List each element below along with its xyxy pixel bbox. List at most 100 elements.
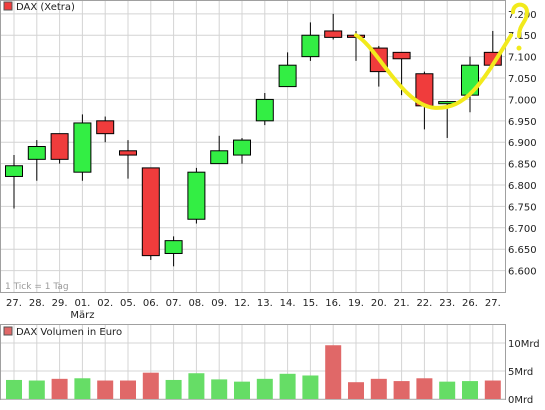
volume-bar: [120, 380, 136, 399]
volume-bar: [302, 375, 319, 399]
candlestick: [324, 13, 343, 40]
candlestick: [141, 167, 160, 260]
price-y-tick-label: 6.700: [508, 224, 537, 235]
candle-body-up: [73, 122, 92, 173]
price-y-tick-label: 6.800: [508, 181, 537, 192]
price-y-tick-label: 7.000: [508, 95, 537, 106]
candlestick: [119, 140, 137, 179]
volume-bar: [28, 380, 45, 399]
volume-bar: [74, 378, 91, 399]
annotation-curve: [354, 33, 514, 110]
candle-body-down: [119, 150, 137, 156]
price-y-tick-label: 6.750: [508, 202, 537, 213]
candlestick: [187, 167, 206, 224]
candlestick: [96, 116, 115, 143]
volume-y-axis: 0Mrd 5Mrd 10Mrd: [508, 339, 540, 406]
candle-body-up: [210, 150, 229, 165]
candlestick: [210, 135, 229, 165]
candle-body-down: [96, 120, 115, 135]
candle-body-up: [233, 139, 251, 156]
x-tick-label: 15.: [302, 298, 318, 309]
x-tick-label: 23.: [439, 298, 455, 309]
price-y-tick-label: 7.200: [508, 10, 537, 21]
x-tick-label: 19.: [348, 298, 364, 309]
x-axis: 27. 28. 29. 01. 02. 05. 06. 07. 08. 09. 12. 13. 14. 1…: [6, 298, 501, 309]
annotation-question-mark: [511, 2, 530, 39]
x-tick-label: 22.: [416, 298, 432, 309]
volume-bar: [6, 379, 22, 399]
x-tick-label: 07.: [166, 298, 182, 309]
volume-bar: [484, 380, 501, 399]
volume-legend-label: DAX Volumen in Euro: [16, 327, 122, 338]
candle-body-down: [324, 30, 343, 38]
price-legend-label: DAX (Xetra): [16, 2, 75, 13]
price-y-tick-label: 6.950: [508, 117, 537, 128]
volume-y-tick-label: 0Mrd: [508, 395, 533, 406]
candle-body-down: [50, 133, 69, 160]
x-tick-label: 16.: [325, 298, 341, 309]
annotation-question-dot: [516, 45, 522, 51]
candlestick: [233, 137, 251, 164]
yellow-annotation-scribble: [354, 2, 530, 110]
volume-bar: [370, 378, 387, 399]
volume-bar: [348, 382, 364, 399]
candlestick: [301, 22, 320, 61]
volume-bar: [211, 379, 228, 399]
x-tick-label: 08.: [188, 298, 204, 309]
price-y-tick-label: 7.100: [508, 53, 537, 64]
x-tick-label: 29.: [52, 298, 68, 309]
price-y-tick-label: 6.850: [508, 160, 537, 171]
x-tick-label: 28.: [29, 298, 45, 309]
volume-bar: [165, 379, 182, 399]
price-y-tick-label: 6.650: [508, 245, 537, 256]
x-tick-label: 21.: [394, 298, 410, 309]
candle-body-up: [27, 146, 46, 160]
candle-body-down: [141, 167, 160, 257]
candlestick-series: [5, 13, 502, 267]
volume-bar: [142, 372, 159, 399]
volume-bar: [439, 381, 456, 399]
candlestick: [278, 52, 297, 88]
volume-bar: [234, 381, 250, 399]
volume-y-tick-label: 10Mrd: [508, 339, 540, 350]
price-y-tick-label: 7.150: [508, 31, 537, 42]
price-y-tick-label: 6.900: [508, 138, 537, 149]
volume-panel: 0Mrd 5Mrd 10Mrd DAX Volumen in Euro: [0, 324, 540, 406]
candle-body-down: [392, 51, 411, 60]
tick-footnote: 1 Tick = 1 Tag: [5, 282, 69, 292]
volume-bar: [97, 380, 114, 399]
candlestick: [27, 140, 46, 181]
x-tick-label: 06.: [143, 298, 159, 309]
x-tick-label: 01.: [74, 298, 90, 309]
volume-bar: [279, 373, 296, 399]
price-y-axis: 6.600 6.650 6.700 6.750 6.800 6.850 6.900 6.950…: [508, 10, 537, 278]
volume-bar: [416, 378, 433, 399]
x-tick-label: 27.: [485, 298, 501, 309]
x-tick-label: 13.: [257, 298, 273, 309]
price-y-tick-label: 7.050: [508, 74, 537, 85]
candle-body-up: [278, 64, 297, 88]
volume-legend: DAX Volumen in Euro: [3, 326, 122, 338]
x-tick-label: 12.: [234, 298, 250, 309]
candle-body-up: [301, 34, 320, 58]
volume-bar-series: [6, 345, 501, 399]
month-label: März: [70, 310, 94, 321]
candle-body-up: [164, 240, 183, 254]
x-tick-label: 14.: [280, 298, 296, 309]
price-legend: DAX (Xetra): [3, 1, 75, 13]
volume-bar: [188, 373, 205, 399]
volume-bar: [393, 381, 410, 399]
volume-bar: [256, 378, 273, 399]
price-panel: 6.600 6.650 6.700 6.750 6.800 6.850 6.900 6.950…: [0, 0, 537, 293]
candlestick: [5, 155, 23, 209]
price-y-tick-label: 6.600: [508, 267, 537, 278]
candlestick: [73, 114, 92, 181]
volume-bar: [462, 381, 478, 399]
volume-y-tick-label: 5Mrd: [508, 367, 533, 378]
candlestick: [415, 71, 434, 130]
x-tick-label: 02.: [97, 298, 113, 309]
x-tick-label: 26.: [462, 298, 478, 309]
x-tick-label: 27.: [6, 298, 22, 309]
volume-bar: [325, 345, 342, 399]
